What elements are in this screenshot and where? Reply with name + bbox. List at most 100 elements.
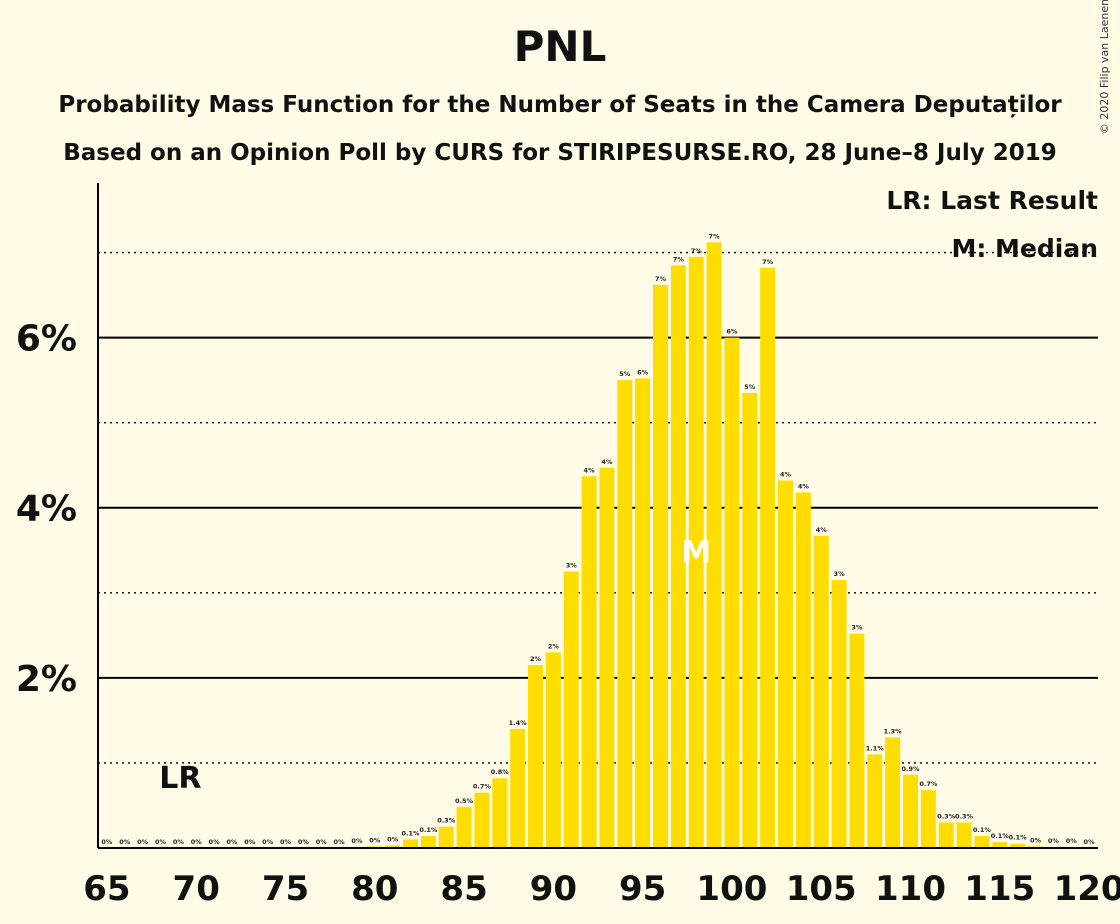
bar (653, 284, 668, 849)
bar-value-label: 0.5% (455, 797, 474, 805)
bar-value-label: 7% (673, 255, 685, 263)
y-tick-label: 2% (16, 659, 77, 700)
x-tick-label: 70 (173, 869, 220, 909)
bar (563, 571, 579, 848)
bar-value-label: 0.1% (401, 829, 420, 837)
bar-value-label: 0.3% (937, 812, 956, 820)
legend-median: M: Median (951, 234, 1098, 263)
bar-value-label: 0.1% (419, 826, 438, 834)
bar (581, 476, 597, 848)
bar (617, 380, 633, 848)
bar-value-label: 0.1% (973, 826, 992, 834)
bar-layer (349, 242, 1079, 849)
bar-value-label: 2% (548, 642, 560, 650)
bar (1010, 843, 1026, 848)
bar-value-label: 0.7% (473, 783, 492, 791)
bar-value-label: 0% (226, 838, 238, 846)
last-result-marker: LR (159, 761, 201, 796)
bar-value-label: 0.8% (491, 768, 510, 776)
bar-value-label: 1.4% (509, 719, 528, 727)
x-tick-label: 85 (440, 869, 487, 909)
bar (903, 774, 918, 848)
chart-subtitle: Probability Mass Function for the Number… (58, 92, 1062, 118)
bar (670, 265, 686, 848)
bar (528, 665, 543, 848)
bar-value-label: 3% (566, 562, 578, 570)
bar-value-label: 7% (762, 258, 774, 266)
bar (920, 790, 936, 848)
chart-subtitle-source: Based on an Opinion Poll by CURS for STI… (63, 140, 1057, 166)
bar-value-label: 0% (351, 837, 363, 845)
bar-value-label: 6% (637, 368, 649, 376)
bar (492, 778, 508, 848)
x-tick-label: 65 (83, 869, 130, 909)
bar-value-label: 0% (1084, 838, 1096, 846)
bar-value-label: 0% (334, 838, 346, 846)
bar-value-label: 0% (119, 838, 131, 846)
bar-value-label: 0.1% (991, 832, 1010, 840)
bar-value-label: 0% (262, 838, 274, 846)
bar (867, 754, 883, 848)
bar (849, 633, 865, 848)
bar (510, 728, 526, 848)
median-marker: M (681, 535, 711, 570)
bar-value-label: 0.3% (437, 817, 456, 825)
bar (742, 392, 758, 848)
bar (724, 337, 740, 848)
bar-value-label: 0% (387, 835, 399, 843)
bar (938, 822, 954, 848)
bar-value-label: 0% (1048, 837, 1060, 845)
bar (385, 845, 401, 848)
bar-value-label: 0% (244, 838, 256, 846)
bar-value-label: 4% (798, 482, 810, 490)
legend-last-result: LR: Last Result (886, 186, 1098, 215)
bar (420, 836, 436, 848)
bar-value-label: 0% (316, 838, 328, 846)
bar-value-label: 0% (280, 838, 292, 846)
data-label-layer: 0% 0% 0% 0% 0% 0% 0% 0% 0% 0% 0% 0% 0% 0% 0% 0% 0%0.1% 0.… (101, 232, 1095, 846)
bar (831, 580, 847, 848)
y-tick-label: 6% (16, 319, 77, 360)
bar-value-label: 0% (173, 838, 185, 846)
bar-value-label: 7% (691, 247, 703, 255)
bar-value-label: 6% (726, 328, 738, 336)
bar-value-label: 0.1% (1009, 834, 1028, 842)
grid-layer (98, 251, 1098, 764)
bar-value-label: 0% (137, 838, 149, 846)
x-tick-label: 80 (351, 869, 398, 909)
bar-value-label: 4% (601, 458, 613, 466)
bar (438, 826, 454, 848)
bar (974, 836, 990, 848)
bar-value-label: 5% (744, 383, 756, 391)
bar-value-label: 0% (209, 838, 221, 846)
bar-value-label: 0% (101, 838, 113, 846)
bar-value-label: 4% (584, 466, 596, 474)
bar-value-label: 1.3% (884, 727, 903, 735)
bar (956, 822, 972, 848)
bar (778, 480, 793, 848)
axis-layer: 2% 4% 6% 65 70 75 80 85 90 95 100 105 110 115 120 (16, 183, 1120, 909)
x-tick-label: 75 (262, 869, 309, 909)
bar (706, 242, 722, 848)
bar-value-label: 0.3% (955, 812, 974, 820)
x-tick-label: 105 (786, 869, 857, 909)
bar-value-label: 1.1% (866, 744, 885, 752)
bar-value-label: 4% (816, 526, 828, 534)
bar-value-label: 0.9% (901, 765, 920, 773)
x-tick-label: 100 (696, 869, 767, 909)
x-tick-label: 115 (964, 869, 1035, 909)
x-tick-label: 90 (530, 869, 577, 909)
bar-value-label: 2% (530, 655, 542, 663)
bar-value-label: 4% (780, 471, 792, 479)
bar (403, 839, 418, 848)
bar-value-label: 0% (369, 836, 381, 844)
bar-value-label: 0% (1066, 837, 1078, 845)
bar-value-label: 7% (709, 232, 721, 240)
y-tick-label: 4% (16, 489, 77, 530)
bar (688, 256, 704, 848)
bar (795, 492, 811, 848)
bar-value-label: 5% (619, 370, 631, 378)
bar-value-label: 0% (191, 838, 203, 846)
bar (635, 378, 651, 848)
